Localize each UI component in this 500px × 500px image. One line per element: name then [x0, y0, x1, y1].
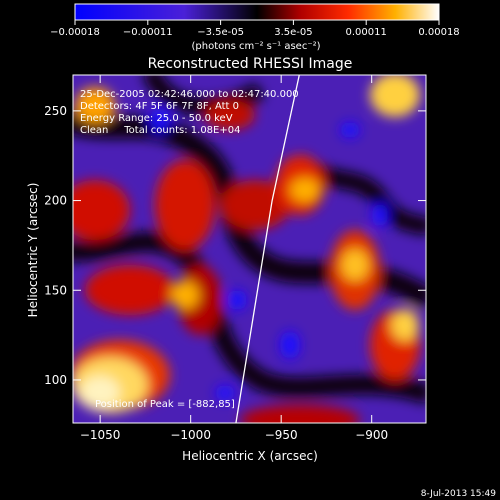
annotation-time: 25-Dec-2005 02:42:46.000 to 02:47:40.000	[80, 89, 299, 100]
y-tick-label: 100	[44, 373, 67, 387]
colorbar-tick-label: 0.00011	[346, 27, 387, 38]
x-tick-label: −1050	[80, 428, 121, 442]
colorbar-tick-label: 0.00018	[418, 27, 459, 38]
x-axis-label: Heliocentric X (arcsec)	[182, 449, 318, 463]
colorbar-tick-label: 3.5e-05	[274, 27, 312, 38]
x-tick-label: −950	[265, 428, 298, 442]
colorbar: −0.00018 −0.00011 −3.5e-05 3.5e-05 0.00011 0.…	[50, 3, 460, 52]
colorbar-units: (photons cm⁻² s⁻¹ asec⁻²)	[191, 41, 320, 52]
colorbar-tick-label: −3.5e-05	[197, 27, 244, 38]
colorbar-gradient	[74, 3, 440, 21]
annotation-peak: Position of Peak = [-882,85]	[95, 399, 235, 410]
y-axis-label: Heliocentric Y (arcsec)	[26, 183, 40, 318]
plot-frame	[72, 74, 427, 424]
x-axis: −1050 −1000 −950 −900	[80, 75, 388, 442]
x-tick-label: −1000	[170, 428, 211, 442]
annotation-detectors: Detectors: 4F 5F 6F 7F 8F, Att 0	[80, 101, 239, 112]
annotation-energy: Energy Range: 25.0 - 50.0 keV	[80, 113, 233, 124]
colorbar-tick-label: −0.00018	[50, 27, 100, 38]
chart-title: Reconstructed RHESSI Image	[148, 56, 353, 72]
y-tick-label: 250	[44, 104, 67, 118]
y-tick-label: 200	[44, 194, 67, 208]
colorbar-tick-label: −0.00011	[123, 27, 173, 38]
annotation-clean: Clean Total counts: 1.08E+04	[80, 125, 240, 136]
y-axis: 100 150 200 250	[44, 104, 426, 387]
heatmap-image	[73, 75, 426, 423]
annotations: 25-Dec-2005 02:42:46.000 to 02:47:40.000…	[80, 89, 299, 410]
y-tick-label: 150	[44, 283, 67, 297]
footer-date: 8-Jul-2013 15:49	[421, 489, 497, 499]
solar-limb-curve	[235, 75, 300, 423]
x-tick-label: −900	[355, 428, 388, 442]
